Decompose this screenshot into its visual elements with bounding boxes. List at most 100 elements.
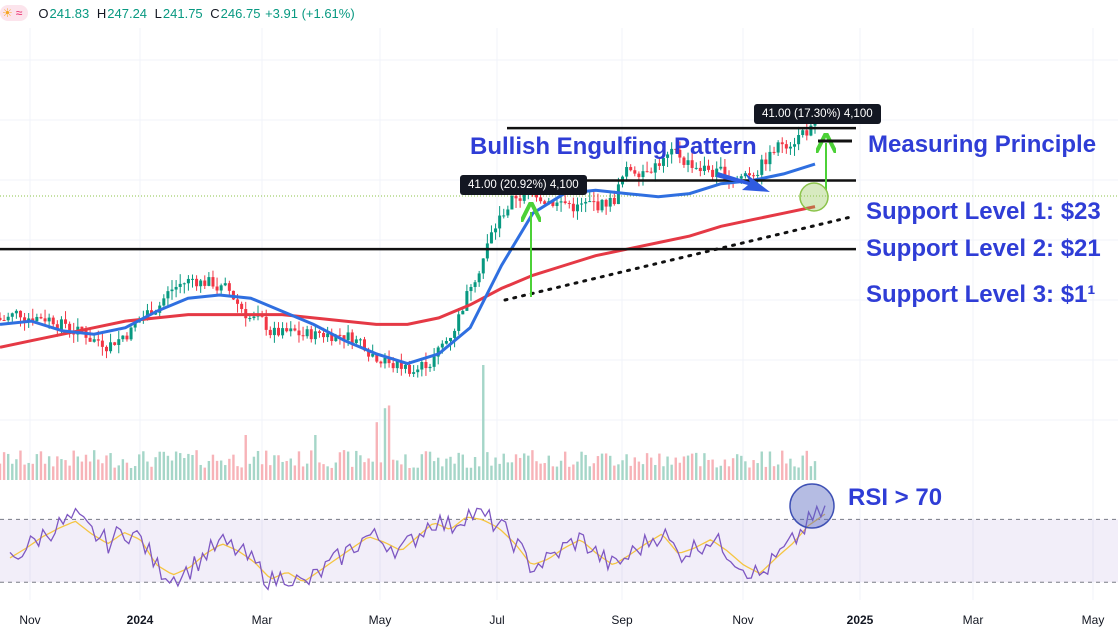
candle-body xyxy=(747,173,751,176)
x-tick-label: Jul xyxy=(489,613,504,627)
candle-body xyxy=(154,312,158,315)
candle-body xyxy=(805,130,809,136)
candle-body xyxy=(182,283,186,285)
candle-body xyxy=(444,341,448,344)
volume-bar xyxy=(11,463,14,480)
volume-bar xyxy=(633,457,636,480)
pattern-arrow xyxy=(716,172,770,192)
volume-bars xyxy=(0,365,817,480)
volume-bar xyxy=(695,452,698,480)
candle-body xyxy=(178,283,182,287)
volume-bar xyxy=(813,461,817,480)
volume-bar xyxy=(789,458,792,480)
volume-bar xyxy=(92,450,96,480)
volume-bar xyxy=(625,454,628,480)
volume-bar xyxy=(64,460,67,480)
volume-bar xyxy=(351,466,354,480)
candle-body xyxy=(678,149,682,158)
candle-body xyxy=(756,174,760,176)
candle-body xyxy=(674,148,678,150)
candle-body xyxy=(690,160,694,168)
volume-bar xyxy=(494,457,497,480)
volume-bar xyxy=(768,451,772,480)
volume-bar xyxy=(568,466,571,480)
candle-body xyxy=(383,357,387,364)
candle-body xyxy=(375,353,379,362)
candle-body xyxy=(14,310,18,314)
candle-body xyxy=(489,232,493,244)
volume-bar xyxy=(215,460,219,480)
candle-body xyxy=(35,316,39,322)
volume-bar xyxy=(60,459,63,480)
candle-body xyxy=(379,361,383,364)
volume-bar xyxy=(383,408,387,480)
candle-body xyxy=(707,165,711,170)
volume-bar xyxy=(473,457,477,480)
volume-bar xyxy=(609,455,612,480)
volume-bar xyxy=(56,456,59,480)
candle-body xyxy=(469,286,473,292)
volume-bar xyxy=(211,454,215,480)
volume-bar xyxy=(703,453,706,480)
candle-body xyxy=(661,157,665,166)
volume-bar xyxy=(260,464,264,480)
candle-body xyxy=(166,291,170,299)
candle-body xyxy=(694,167,698,169)
candle-body xyxy=(403,364,407,369)
candle-body xyxy=(793,144,797,147)
volume-bar xyxy=(449,456,452,480)
rsi-annotation: RSI > 70 xyxy=(848,484,943,511)
volume-bar xyxy=(195,450,198,480)
volume-bar xyxy=(645,453,649,480)
open-label: O xyxy=(38,5,49,21)
candle-body xyxy=(96,339,100,341)
volume-bar xyxy=(678,462,682,480)
volume-bar xyxy=(682,456,686,480)
volume-bar xyxy=(629,465,632,480)
symbol-pill[interactable]: ☀ ≈ xyxy=(0,5,29,21)
rsi-signal-line xyxy=(9,513,826,582)
candle-body xyxy=(252,316,256,319)
volume-bar xyxy=(666,456,669,480)
volume-bar xyxy=(781,450,784,480)
volume-bar xyxy=(735,454,739,480)
candle-body xyxy=(649,171,653,173)
volume-bar xyxy=(183,458,186,480)
candle-body xyxy=(498,215,502,229)
candle-body xyxy=(133,322,137,328)
volume-bar xyxy=(31,463,34,480)
volume-bar xyxy=(133,466,137,480)
volume-bar xyxy=(228,458,231,480)
candle-body xyxy=(555,202,559,206)
open-value: 241.83 xyxy=(49,5,90,21)
volume-bar xyxy=(256,450,260,480)
candle-body xyxy=(563,201,567,204)
volume-bar xyxy=(580,451,583,480)
volume-bar xyxy=(0,463,2,480)
volume-bar xyxy=(346,451,350,480)
candle-body xyxy=(264,316,268,330)
low-value: 241.75 xyxy=(162,5,203,21)
volume-bar xyxy=(322,464,325,480)
volume-bar xyxy=(498,463,501,480)
candle-body xyxy=(281,328,285,336)
volume-bar xyxy=(748,467,751,480)
x-tick-label: May xyxy=(369,613,392,627)
candle-body xyxy=(539,197,543,202)
candle-body xyxy=(715,168,719,177)
candle-body xyxy=(494,228,498,233)
annotation-shapes xyxy=(503,141,857,302)
support-level-2-label: Support Level 2: $21 xyxy=(866,235,1101,262)
volume-bar xyxy=(469,467,473,480)
candle-body xyxy=(428,366,432,369)
candle-body xyxy=(567,203,571,205)
candle-body xyxy=(702,165,706,172)
volume-bar xyxy=(150,466,153,480)
candle-body xyxy=(309,329,313,340)
candle-body xyxy=(670,148,674,155)
volume-bar xyxy=(576,461,579,480)
volume-bar xyxy=(699,466,702,480)
volume-bar xyxy=(490,465,493,480)
move-badge-1: 41.00 (20.92%) 4,100 xyxy=(460,175,587,195)
